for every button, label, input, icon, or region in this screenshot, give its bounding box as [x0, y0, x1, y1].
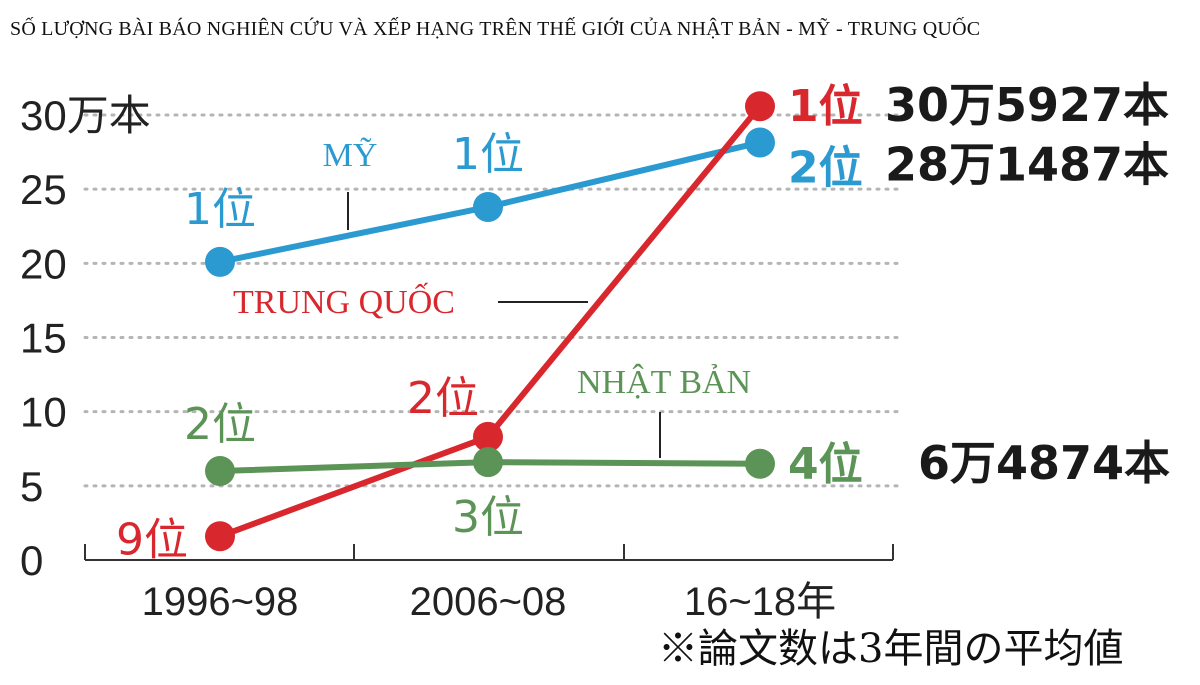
total-label: 6万4874本: [918, 436, 1170, 490]
rank-label: 9位: [116, 514, 188, 565]
rank-label: 1位: [184, 184, 256, 235]
rank-label: 2位: [184, 399, 256, 450]
x-tick-label: 1996~98: [142, 580, 299, 624]
y-tick-label: 15: [20, 315, 67, 362]
data-points: [205, 91, 775, 552]
x-tick-label: 2006~08: [410, 580, 567, 624]
series-name-japan: NHẬT BẢN: [577, 364, 751, 401]
rank-label: 1位: [452, 129, 524, 180]
data-point: [745, 91, 775, 122]
series-name-china: TRUNG QUỐC: [233, 282, 455, 321]
rank-label: 1位: [788, 81, 863, 132]
rank-label: 3位: [452, 492, 524, 543]
x-axis: [84, 544, 894, 561]
data-point: [473, 421, 503, 452]
data-point: [745, 127, 775, 158]
y-tick-label: 5: [20, 463, 43, 510]
chart-title: SỐ LƯỢNG BÀI BÁO NGHIÊN CỨU VÀ XẾP HẠNG …: [10, 18, 981, 40]
y-tick-label: 10: [20, 389, 67, 436]
rank-label: 2位: [788, 142, 863, 193]
x-tick-labels: 1996~98 2006~08 16~18年: [142, 580, 837, 624]
series-name-usa: MỸ: [323, 137, 378, 174]
data-point: [205, 246, 235, 277]
data-point: [745, 448, 775, 479]
data-point: [473, 447, 503, 478]
rank-label: 4位: [788, 439, 863, 490]
total-label: 30万5927本: [885, 78, 1169, 132]
x-tick-label: 16~18年: [684, 580, 836, 624]
y-tick-label: 25: [20, 166, 67, 213]
y-tick-label: 20: [20, 240, 67, 287]
footnote: ※論文数は3年間の平均値: [658, 626, 1123, 672]
total-label: 28万1487本: [885, 137, 1169, 191]
y-tick-label: 0: [20, 537, 43, 584]
y-tick-labels: 0 5 10 15 20 25 30万本: [20, 92, 151, 584]
data-point: [205, 456, 235, 486]
label-connectors: [347, 192, 661, 458]
data-point: [205, 521, 235, 552]
y-tick-label: 30万本: [20, 92, 151, 139]
data-point: [473, 191, 503, 222]
rank-label: 2位: [407, 373, 479, 424]
